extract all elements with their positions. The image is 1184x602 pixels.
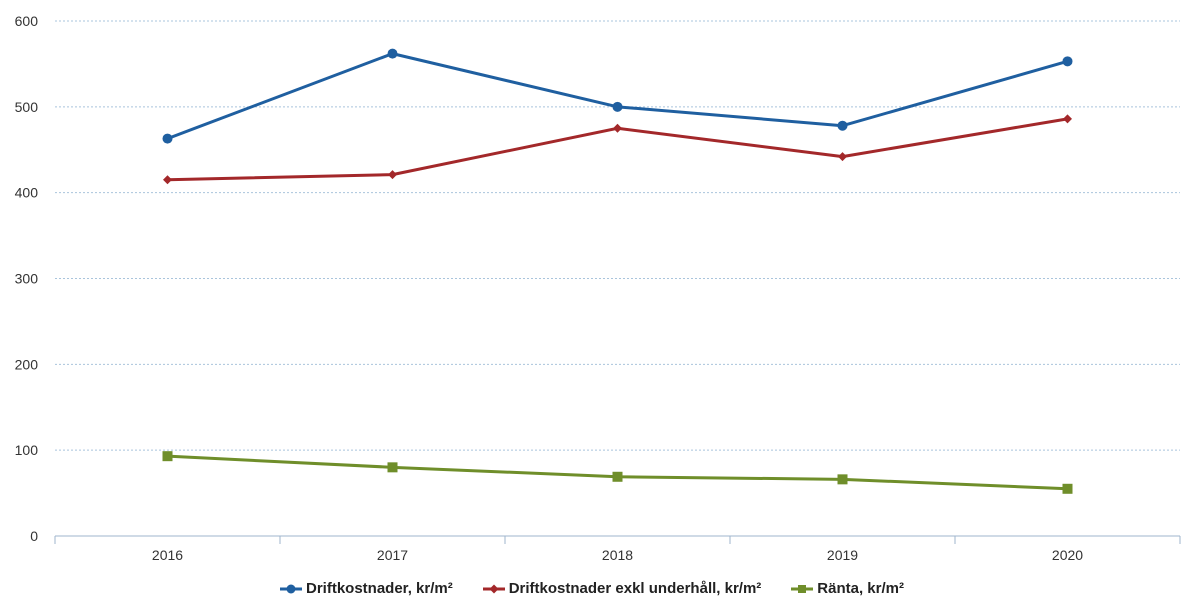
x-tick-label: 2019: [827, 547, 858, 563]
data-point: [387, 462, 398, 473]
y-tick-label: 200: [15, 356, 39, 372]
legend-swatch: [482, 584, 505, 593]
data-point: [613, 123, 622, 133]
data-point: [837, 120, 848, 131]
y-tick-label: 600: [15, 13, 39, 29]
legend-swatch: [791, 584, 814, 593]
y-tick-label: 400: [15, 185, 39, 201]
data-point: [163, 175, 172, 185]
y-tick-label: 0: [30, 528, 38, 544]
data-point: [837, 474, 848, 485]
legend-swatch: [280, 584, 302, 593]
x-tick-label: 2017: [377, 547, 408, 563]
data-point: [612, 101, 623, 112]
legend: Driftkostnader, kr/m² Driftkostnader exkl…: [0, 580, 1184, 597]
y-tick-label: 300: [15, 271, 39, 287]
legend-item: Driftkostnader, kr/m²: [280, 580, 453, 597]
data-point: [162, 451, 173, 462]
data-point: [1063, 114, 1072, 124]
legend-label: Driftkostnader, kr/m²: [306, 580, 453, 597]
y-tick-label: 100: [15, 442, 39, 458]
data-point: [387, 48, 398, 59]
axis-layer: 0 100 200 300 400 500 600 2016 2017 2018 2019 2020: [15, 13, 1181, 563]
legend-label: Driftkostnader exkl underhåll, kr/m²: [508, 580, 762, 597]
legend-item: Driftkostnader exkl underhåll, kr/m²: [482, 580, 762, 597]
data-point: [1062, 483, 1073, 494]
data-point: [838, 152, 847, 162]
data-point: [162, 133, 173, 144]
data-point: [1062, 56, 1073, 67]
series-layer: [162, 48, 1073, 494]
y-tick-label: 500: [15, 99, 39, 115]
legend-item: Ränta, kr/m²: [791, 580, 904, 597]
x-tick-label: 2016: [152, 547, 183, 563]
data-point: [612, 471, 623, 482]
data-point: [388, 170, 397, 180]
legend-label: Ränta, kr/m²: [817, 580, 904, 597]
grid-layer: [55, 20, 1180, 451]
x-tick-label: 2020: [1052, 547, 1083, 563]
x-tick-label: 2018: [602, 547, 633, 563]
